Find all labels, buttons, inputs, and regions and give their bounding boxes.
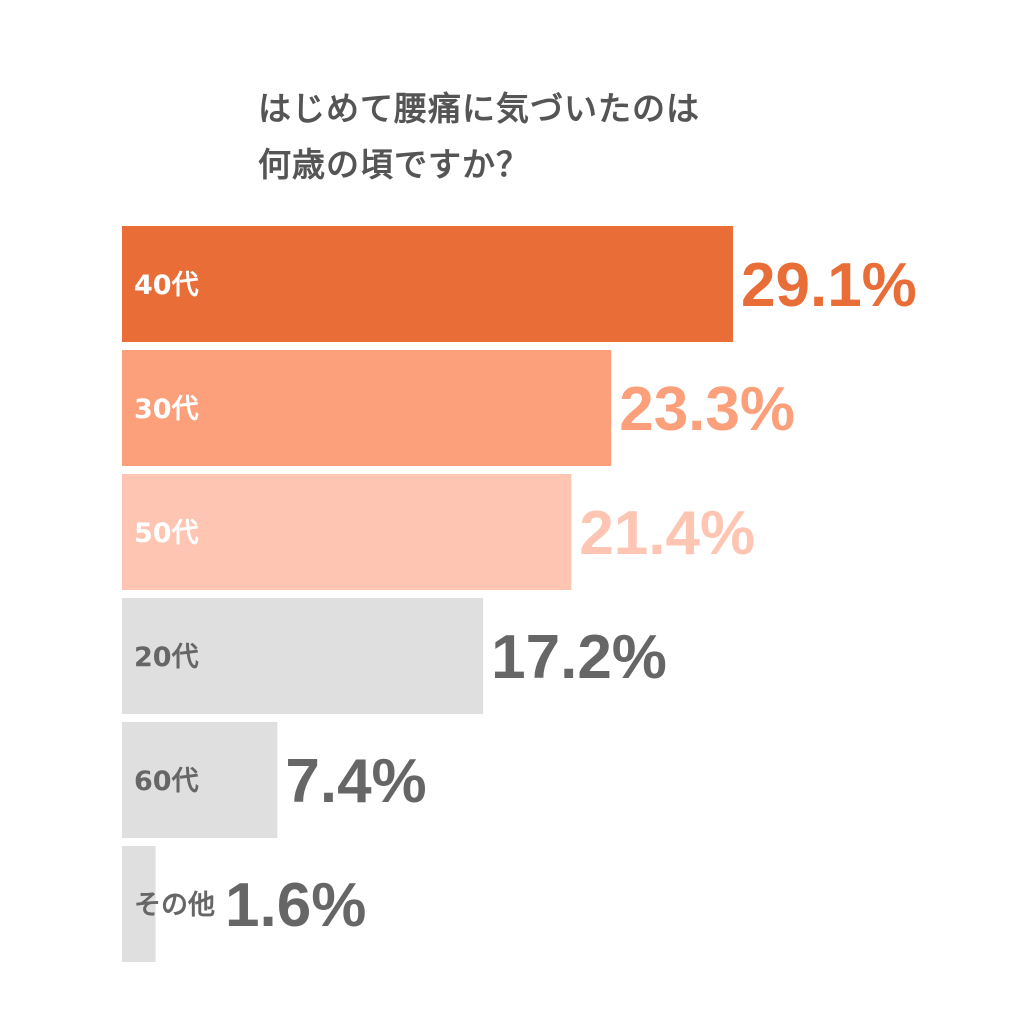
category-label-3: 20代	[134, 642, 199, 673]
category-label-1: 30代	[134, 394, 199, 425]
chart-title-line-2: 何歳の頃ですか？	[258, 145, 530, 184]
bar-5	[122, 846, 156, 962]
category-label-5: その他	[134, 890, 215, 921]
bar-4	[122, 722, 278, 838]
category-label-4: 60代	[134, 766, 199, 797]
bar-1	[122, 350, 612, 466]
value-label-1: 23.3%	[619, 375, 795, 444]
bar-2	[122, 474, 572, 590]
value-label-3: 17.2%	[491, 623, 667, 692]
value-label-2: 21.4%	[579, 499, 755, 568]
value-label-0: 29.1%	[741, 251, 917, 320]
category-label-0: 40代	[134, 270, 199, 301]
bar-3	[122, 598, 484, 714]
category-label-2: 50代	[134, 518, 199, 549]
value-label-4: 7.4%	[285, 747, 426, 816]
value-label-5: 1.6%	[225, 871, 366, 940]
chart-title-line-1: はじめて腰痛に気づいたのは	[258, 89, 700, 128]
bar-0	[122, 226, 733, 342]
